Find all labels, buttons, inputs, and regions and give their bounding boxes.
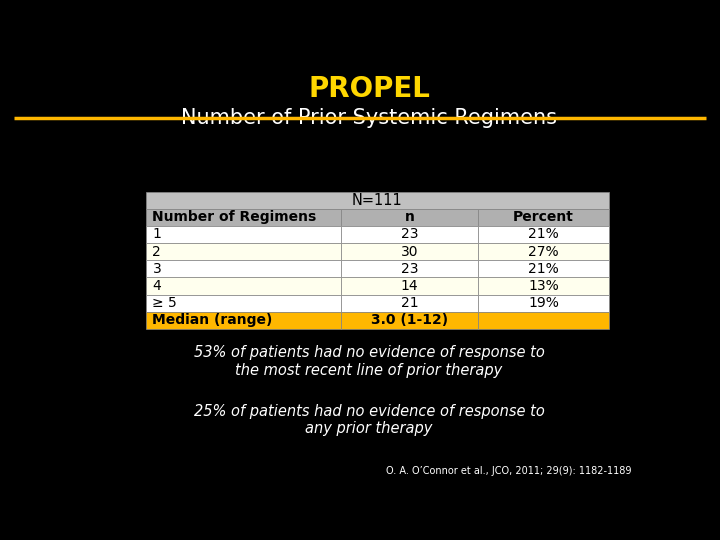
Text: 2: 2 xyxy=(153,245,161,259)
FancyBboxPatch shape xyxy=(341,294,478,312)
FancyBboxPatch shape xyxy=(145,312,341,329)
FancyBboxPatch shape xyxy=(341,243,478,260)
Text: 14: 14 xyxy=(400,279,418,293)
Text: PROPEL: PROPEL xyxy=(308,75,430,103)
FancyBboxPatch shape xyxy=(478,312,609,329)
FancyBboxPatch shape xyxy=(145,294,341,312)
FancyBboxPatch shape xyxy=(145,260,341,278)
FancyBboxPatch shape xyxy=(341,278,478,294)
FancyBboxPatch shape xyxy=(478,278,609,294)
Text: n: n xyxy=(405,211,415,224)
Text: 1: 1 xyxy=(153,227,161,241)
Text: 30: 30 xyxy=(401,245,418,259)
FancyBboxPatch shape xyxy=(478,294,609,312)
FancyBboxPatch shape xyxy=(478,226,609,243)
FancyBboxPatch shape xyxy=(478,260,609,278)
Text: ≥ 5: ≥ 5 xyxy=(153,296,177,310)
FancyBboxPatch shape xyxy=(341,209,478,226)
FancyBboxPatch shape xyxy=(341,312,478,329)
Text: 53% of patients had no evidence of response to
the most recent line of prior the: 53% of patients had no evidence of respo… xyxy=(194,346,544,378)
FancyBboxPatch shape xyxy=(478,209,609,226)
Text: Number of Regimens: Number of Regimens xyxy=(153,211,317,224)
FancyBboxPatch shape xyxy=(145,192,609,209)
Text: 21%: 21% xyxy=(528,262,559,276)
Text: 25% of patients had no evidence of response to
any prior therapy: 25% of patients had no evidence of respo… xyxy=(194,404,544,436)
Text: 19%: 19% xyxy=(528,296,559,310)
Text: 13%: 13% xyxy=(528,279,559,293)
Text: 21: 21 xyxy=(400,296,418,310)
FancyBboxPatch shape xyxy=(145,243,341,260)
FancyBboxPatch shape xyxy=(341,226,478,243)
Text: Percent: Percent xyxy=(513,211,574,224)
Text: Median (range): Median (range) xyxy=(153,313,273,327)
Text: 23: 23 xyxy=(401,227,418,241)
FancyBboxPatch shape xyxy=(341,260,478,278)
Text: 3: 3 xyxy=(153,262,161,276)
Text: N=111: N=111 xyxy=(352,193,402,208)
Text: 21%: 21% xyxy=(528,227,559,241)
Text: 23: 23 xyxy=(401,262,418,276)
Text: Number of Prior Systemic Regimens: Number of Prior Systemic Regimens xyxy=(181,109,557,129)
FancyBboxPatch shape xyxy=(145,209,341,226)
Text: 3.0 (1-12): 3.0 (1-12) xyxy=(371,313,448,327)
FancyBboxPatch shape xyxy=(478,243,609,260)
Text: O. A. O’Connor et al., JCO, 2011; 29(9): 1182-1189: O. A. O’Connor et al., JCO, 2011; 29(9):… xyxy=(386,465,631,476)
Text: 4: 4 xyxy=(153,279,161,293)
FancyBboxPatch shape xyxy=(145,278,341,294)
FancyBboxPatch shape xyxy=(145,226,341,243)
Text: 27%: 27% xyxy=(528,245,559,259)
